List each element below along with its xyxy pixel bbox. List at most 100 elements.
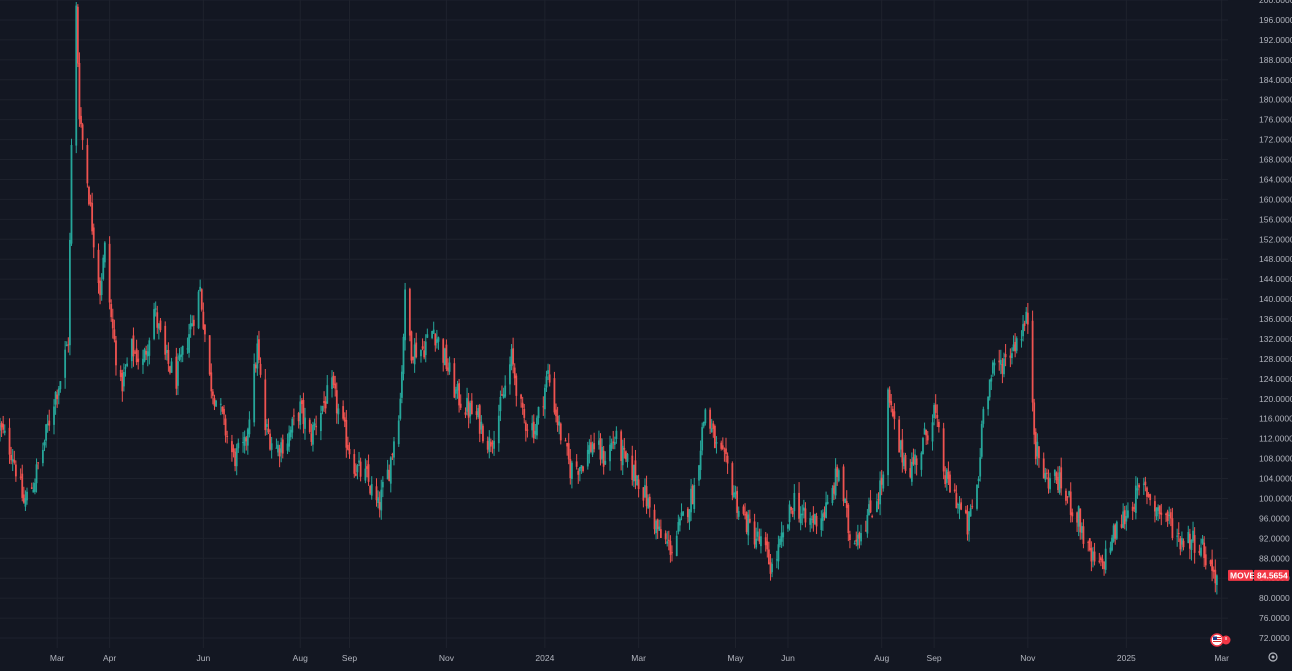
candle-body: [591, 444, 594, 455]
candle-body: [856, 534, 859, 546]
candle-body: [1114, 524, 1117, 539]
candle-body: [833, 485, 835, 494]
candle-body: [877, 499, 880, 501]
candle-body: [631, 455, 634, 480]
symbol-tag-label: MOVE: [1230, 570, 1255, 580]
candle-body: [57, 388, 60, 396]
candle-body: [599, 438, 602, 460]
candle-body: [53, 406, 55, 425]
candle-body: [701, 427, 704, 451]
candle-body: [737, 511, 740, 517]
candle-body: [165, 349, 168, 353]
candle-body: [955, 493, 958, 509]
candle-body: [764, 537, 767, 546]
candle-body: [1092, 551, 1094, 560]
candle-body: [904, 455, 907, 471]
candle-body: [915, 458, 918, 465]
candle-body: [598, 440, 600, 445]
candle-body: [175, 356, 178, 389]
candle-body: [1149, 494, 1152, 501]
candle-body: [686, 508, 689, 518]
candle-body: [326, 385, 329, 404]
candle-body: [180, 354, 183, 357]
candle-body: [277, 444, 279, 453]
candle-body: [799, 513, 802, 524]
candle-body: [809, 518, 812, 525]
candle-body: [748, 518, 751, 523]
candle-body: [876, 501, 878, 512]
candle-body: [211, 391, 214, 396]
candle-body: [901, 439, 904, 463]
candle-body: [364, 468, 367, 481]
candle-body: [949, 474, 951, 493]
y-tick-label: 176.0000: [1259, 115, 1292, 125]
candle-body: [844, 498, 847, 503]
candle-body: [169, 366, 171, 373]
candle-body: [1076, 512, 1078, 523]
candle-body: [709, 409, 712, 429]
candle-body: [890, 401, 893, 405]
y-tick-label: 196.0000: [1259, 15, 1292, 25]
candle-body: [555, 409, 557, 417]
candle-body: [288, 432, 291, 447]
candle-body: [459, 403, 462, 408]
candle-body: [1166, 511, 1169, 521]
x-tick-label: 2024: [535, 653, 554, 663]
x-tick-label: Sep: [342, 653, 357, 663]
candle-body: [265, 424, 268, 427]
candle-body: [558, 421, 561, 426]
candle-body: [976, 484, 978, 509]
candle-body: [486, 441, 489, 450]
clock-icon[interactable]: [1221, 635, 1231, 645]
candle-body: [1120, 524, 1123, 528]
candle-body: [321, 405, 324, 411]
candle-body: [192, 319, 195, 326]
candle-body: [142, 358, 144, 365]
candle-body: [488, 437, 491, 452]
candle-body: [447, 367, 449, 371]
candle-body: [1209, 560, 1212, 565]
candle-body: [604, 460, 607, 465]
candle-body: [1012, 344, 1015, 351]
candle-body: [289, 429, 292, 438]
candle-body: [245, 437, 248, 442]
candle-body: [664, 533, 667, 540]
time-axis[interactable]: Mar Apr Jun Aug Sep Nov 2024 Mar May Jun Aug Sep Nov…: [50, 653, 1229, 663]
candle-body: [199, 286, 202, 291]
candle-body: [715, 442, 718, 444]
candle-body: [523, 409, 526, 418]
candle-body: [637, 479, 640, 489]
candle-body: [159, 320, 162, 331]
candle-body: [1022, 324, 1024, 337]
candle-body: [188, 334, 190, 353]
candle-body: [742, 506, 745, 514]
candle-body: [78, 62, 81, 120]
us-flag-icon[interactable]: [1210, 633, 1224, 647]
candle-body: [912, 457, 915, 465]
candle-body: [332, 375, 335, 385]
candle-body: [370, 484, 373, 496]
candle-body: [755, 538, 758, 548]
candle-body: [1104, 548, 1107, 570]
gear-icon[interactable]: [1268, 652, 1278, 662]
candle-body: [937, 421, 940, 428]
candle-body: [934, 404, 937, 413]
candle-body: [391, 453, 394, 455]
candle-body: [534, 430, 537, 435]
candle-body: [312, 424, 314, 445]
candle-body: [655, 520, 657, 534]
candle-body: [434, 334, 437, 346]
candle-body: [566, 443, 569, 447]
candle-body: [1154, 501, 1156, 512]
candle-body: [1031, 320, 1034, 403]
candle-body: [46, 423, 49, 426]
candle-body: [243, 437, 246, 446]
candle-body: [822, 513, 824, 521]
candle-body: [297, 413, 300, 422]
y-tick-label: 184.0000: [1259, 75, 1292, 85]
candle-body: [248, 419, 251, 435]
candle-body: [1146, 487, 1148, 497]
candle-body: [575, 461, 578, 467]
candle-body: [593, 443, 596, 450]
